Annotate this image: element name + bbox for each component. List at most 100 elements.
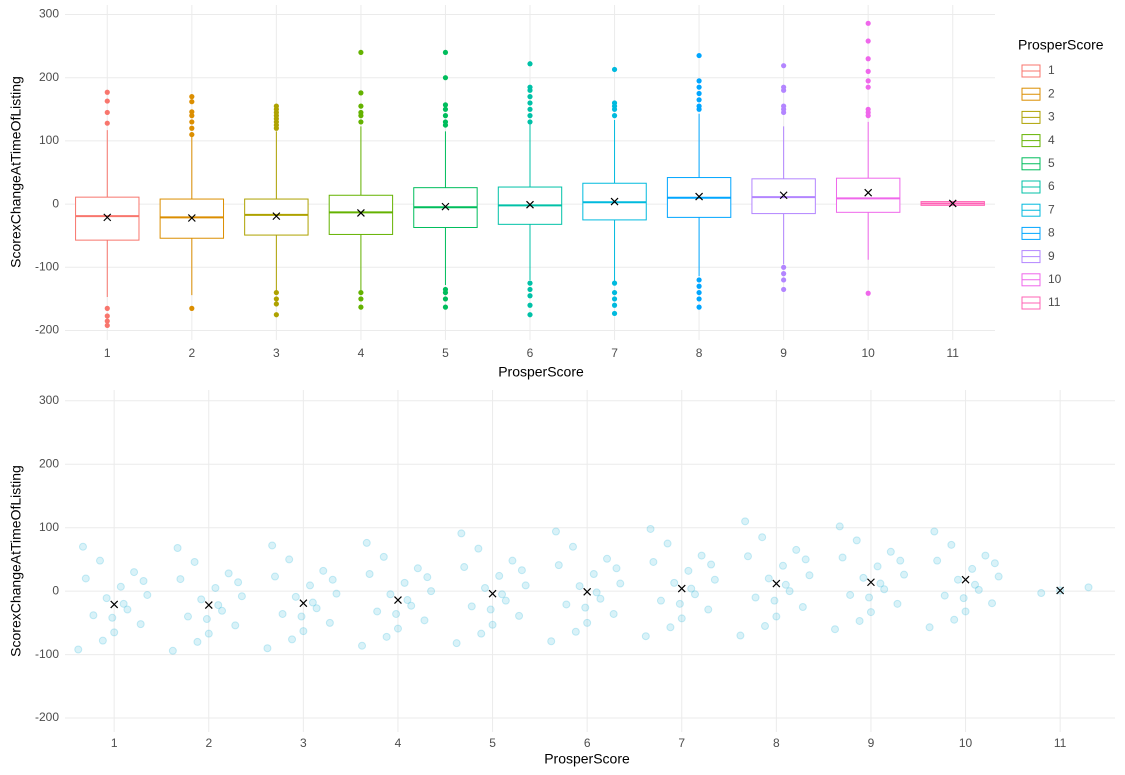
point [373, 607, 382, 616]
point [704, 605, 713, 614]
x-tick-label: 8 [773, 736, 780, 750]
outlier [781, 63, 787, 69]
y-tick-label: 100 [39, 133, 59, 147]
y-tick-label: 200 [39, 70, 59, 84]
outlier [696, 90, 702, 97]
point [332, 589, 341, 598]
outlier [611, 113, 618, 119]
outlier [189, 119, 195, 125]
point [407, 601, 416, 610]
point [96, 556, 104, 565]
x-tick-label: 9 [868, 736, 875, 750]
point [498, 590, 507, 599]
point [81, 574, 90, 583]
point [547, 637, 556, 646]
outlier [358, 103, 364, 109]
mean-marker [779, 191, 788, 200]
outlier [358, 296, 364, 302]
point [98, 636, 107, 645]
point [130, 568, 139, 577]
point [873, 562, 882, 571]
outlier [611, 106, 618, 112]
point [108, 613, 117, 622]
point [805, 571, 814, 580]
point [78, 542, 87, 551]
outlier [527, 302, 533, 308]
point [328, 575, 337, 584]
y-tick-label: -200 [35, 323, 59, 337]
outlier [189, 113, 195, 119]
point [785, 587, 794, 596]
outlier [358, 49, 364, 56]
point [386, 590, 395, 599]
mean-marker [103, 213, 112, 222]
point [102, 594, 111, 603]
point [382, 632, 391, 641]
point [663, 539, 672, 548]
point [74, 645, 83, 654]
outlier [189, 109, 195, 115]
point [477, 629, 486, 638]
point [743, 552, 752, 561]
outlier [696, 78, 702, 84]
point [751, 593, 760, 602]
outlier [442, 122, 449, 128]
x-tick-label: 2 [205, 736, 212, 750]
mean-marker [110, 600, 119, 609]
point [554, 561, 563, 570]
point [801, 555, 810, 564]
point [173, 543, 182, 552]
mean-marker [394, 596, 402, 604]
outlier [527, 286, 533, 293]
outlier [527, 87, 533, 93]
point [288, 635, 297, 644]
point [687, 584, 696, 593]
mean-marker [187, 214, 196, 222]
point [971, 580, 979, 589]
x-tick-label: 4 [395, 736, 402, 750]
point [940, 591, 949, 600]
y-tick-label: -100 [35, 259, 59, 273]
point [562, 600, 571, 609]
point [427, 587, 436, 596]
x-tick-label: 5 [442, 346, 449, 360]
point [423, 573, 432, 582]
point [214, 601, 223, 610]
y-tick-label: 100 [39, 520, 59, 534]
point [974, 585, 983, 594]
outlier [611, 302, 618, 308]
legend-label: 11 [1048, 295, 1061, 309]
point [501, 596, 510, 605]
legend-label: 7 [1048, 202, 1055, 216]
outlier [611, 310, 618, 317]
x-tick-label: 9 [780, 346, 787, 360]
point [710, 575, 719, 584]
point [392, 609, 401, 618]
outlier [527, 113, 533, 119]
outlier [781, 277, 787, 283]
outlier [527, 312, 533, 318]
point [474, 544, 483, 553]
x-tick-label: 2 [188, 346, 195, 360]
outlier [273, 312, 279, 318]
point [358, 641, 367, 650]
mean-marker [864, 188, 873, 197]
outlier [611, 66, 618, 73]
y-tick-label: 0 [52, 196, 59, 210]
point [896, 556, 905, 565]
x-tick-label: 10 [862, 346, 876, 360]
point [835, 522, 844, 531]
outlier [442, 304, 449, 310]
point [933, 556, 942, 565]
point [110, 628, 119, 637]
x-tick-label: 3 [300, 736, 307, 750]
outlier [442, 75, 449, 81]
point [691, 590, 699, 599]
point [592, 588, 601, 597]
outlier [865, 56, 871, 62]
point [761, 622, 769, 631]
point [467, 602, 476, 611]
point [89, 611, 98, 620]
legend-label: 1 [1048, 63, 1055, 77]
mean-marker [677, 584, 686, 593]
